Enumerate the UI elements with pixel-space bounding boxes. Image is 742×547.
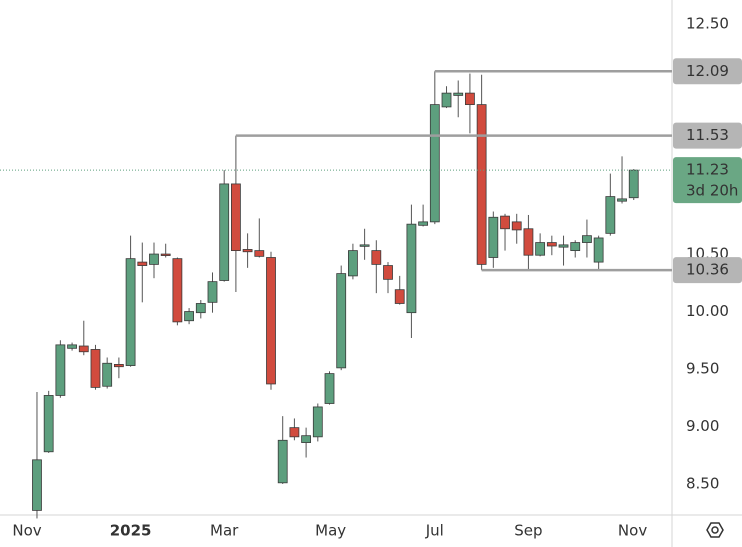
y-tick-label: 12.50 [686,15,729,33]
settings-icon[interactable] [706,522,724,538]
candle-body [558,244,569,248]
candle-body [535,242,546,256]
candle-body [137,261,148,266]
x-tick-label: Mar [210,522,239,540]
candle-body [383,265,393,280]
candle-body [617,198,627,202]
candle-body [523,228,534,256]
candle-body [32,459,42,511]
candle-body [570,242,581,252]
candle-body [102,362,113,387]
candle-body [394,289,405,304]
candle-body [43,395,54,453]
candle-body [453,92,464,96]
candle-body [125,258,136,366]
candle-body [90,349,101,388]
candle-body [172,258,183,323]
candle-body [441,92,452,108]
candle-body [195,303,206,314]
candle-body [160,253,171,256]
x-tick-label: May [315,522,346,540]
settings-icon-center[interactable] [711,526,719,534]
candle-body [500,215,510,230]
candle-body [511,221,522,231]
candle-body [254,250,265,257]
x-tick-label: Nov [12,522,41,540]
last-price-label: 11.23 [686,161,729,179]
level-label: 11.53 [686,126,729,144]
candle-body [628,169,639,199]
candle-body [371,250,382,265]
candle-body [184,311,194,322]
candle-body [113,364,124,368]
candle-body [406,223,417,314]
y-tick-label: 10.00 [686,302,729,320]
level-label-box [673,58,742,85]
level-label-box [673,257,742,284]
y-tick-label: 9.00 [686,417,719,435]
candle-body [476,104,487,265]
candle-body [488,216,499,258]
y-tick-label: 9.50 [686,360,719,378]
candle-body [219,183,230,281]
candle-body [312,406,323,438]
candle-body [546,242,557,247]
candle-body [465,92,475,106]
candle-body [55,344,66,396]
candle-body [593,237,604,263]
y-tick-label: 8.50 [686,474,719,492]
x-tick-label: 2025 [110,522,152,540]
x-tick-label: Sep [514,522,542,540]
candle-body [149,253,159,265]
candle-body [348,250,358,277]
candle-body [359,244,370,247]
candle-body [207,281,218,303]
candle-body [605,196,616,234]
level-label: 10.36 [686,261,729,279]
x-tick-label: Nov [618,522,647,540]
candle-body [242,249,253,253]
candle-body [429,104,440,223]
candle-body [230,183,241,252]
candle-body [277,439,288,484]
candle-body [78,345,89,353]
last-price-box [673,157,742,204]
candle-body [67,344,77,349]
x-tick-label: Jul [425,522,444,540]
level-label-box [673,122,742,149]
candle-body [289,427,300,438]
candle-body [324,373,335,404]
candle-body [336,273,347,369]
settings-button[interactable] [706,522,724,538]
level-label: 12.09 [686,62,729,80]
candle-body [266,257,276,385]
countdown-label: 3d 20h [686,182,738,200]
candle-body [582,235,592,243]
candle-body [301,435,312,443]
candle-body [418,221,429,226]
